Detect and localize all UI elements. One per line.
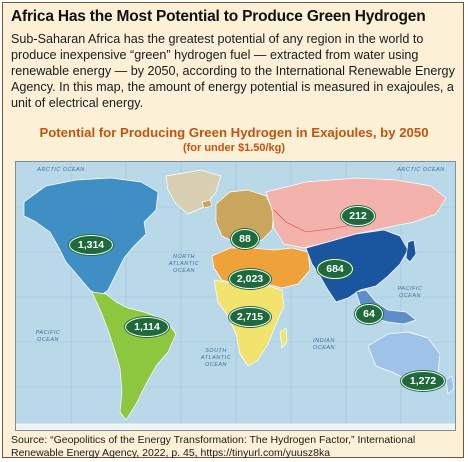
new-zealand	[445, 375, 455, 395]
iceland	[201, 199, 213, 209]
greenland	[165, 169, 222, 215]
map-title: Potential for Producing Green Hydrogen i…	[39, 125, 429, 140]
ocean-label-north-atlantic: NORTH ATLANTIC OCEAN	[168, 254, 200, 274]
value-badge-oceania: 1,272	[401, 371, 445, 391]
value-badge-south-east-asia-china: 684	[317, 259, 353, 279]
ocean-label-pacific-left: PACIFIC OCEAN	[35, 330, 61, 343]
ocean-label-indian: INDIAN OCEAN	[312, 338, 336, 351]
antarctica	[16, 423, 455, 430]
ocean-label-south-atlantic: SOUTH ATLANTIC OCEAN	[200, 348, 232, 368]
value-badge-latin-america: 1,114	[125, 317, 169, 337]
infographic-card: Africa Has the Most Potential to Produce…	[2, 2, 464, 459]
value-badge-mena: 2,023	[229, 269, 271, 289]
world-map: ARCTIC OCEAN ARCTIC OCEAN NORTH ATLANTIC…	[15, 161, 456, 431]
ocean-label-pacific-right: PACIFIC OCEAN	[397, 286, 423, 299]
region-latin-america	[91, 291, 177, 421]
value-badge-russia-central-asia: 212	[341, 206, 375, 226]
source-credit: Source: “Geopolitics of the Energy Trans…	[11, 434, 416, 459]
madagascar	[279, 327, 288, 349]
region-oceania	[367, 331, 441, 383]
value-badge-southeast-asia: 64	[355, 304, 383, 324]
region-south-east-asia-china	[305, 229, 409, 303]
japan	[405, 239, 417, 263]
intro-paragraph: Sub-Saharan Africa has the greatest pote…	[11, 32, 455, 110]
ocean-label-arctic-right: ARCTIC OCEAN	[397, 167, 445, 173]
value-badge-europe: 88	[231, 229, 259, 249]
value-badge-sub-saharan-africa: 2,715	[229, 307, 271, 327]
region-europe	[215, 189, 275, 245]
value-badge-north-america: 1,314	[69, 235, 113, 255]
headline: Africa Has the Most Potential to Produce…	[11, 8, 426, 25]
map-subtitle: (for under $1.50/kg)	[182, 142, 286, 154]
borders	[273, 209, 367, 233]
ocean-label-arctic-left: ARCTIC OCEAN	[37, 167, 85, 173]
